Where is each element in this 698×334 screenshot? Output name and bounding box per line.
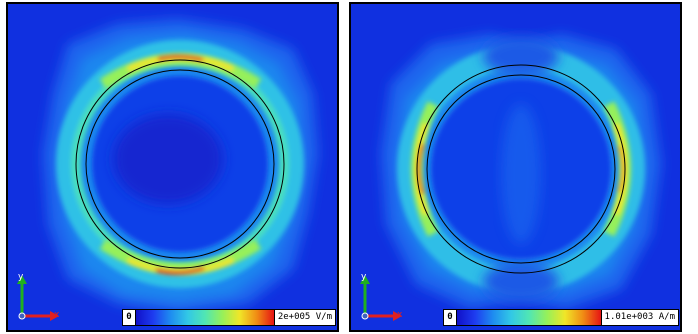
- e-field-colorbar-max: 2e+005 V/m: [273, 310, 335, 325]
- h-field-colorbar-min: 0: [444, 310, 457, 325]
- h-field-map: [351, 4, 680, 330]
- h-field-y-axis-label: y: [361, 272, 367, 282]
- e-field-colorbar-min: 0: [123, 310, 136, 325]
- h-field-x-axis-label: x: [397, 310, 403, 320]
- h-field-ring-inner: [426, 74, 616, 264]
- h-field-ring-outer: [416, 64, 626, 274]
- e-field-map: [8, 4, 337, 330]
- h-field-colorbar: 0 1.01e+003 A/m: [443, 309, 679, 326]
- e-field-hotspots: [99, 53, 262, 275]
- e-field-ring-inner: [85, 69, 275, 259]
- e-field-axes-triad: y x: [14, 272, 62, 324]
- e-field-y-axis-label: y: [18, 272, 24, 282]
- h-field-axes-triad: y x: [357, 272, 405, 324]
- h-field-plot-panel: y x: [349, 2, 682, 332]
- h-field-colorbar-max: 1.01e+003 A/m: [600, 310, 678, 325]
- h-field-colorbar-gradient: [457, 310, 601, 325]
- e-field-plot-panel: y x: [6, 2, 339, 332]
- e-field-colorbar: 0 2e+005 V/m: [122, 309, 336, 326]
- e-field-x-axis-label: x: [54, 310, 60, 320]
- e-field-ring-outer: [75, 59, 285, 269]
- e-field-colorbar-gradient: [136, 310, 274, 325]
